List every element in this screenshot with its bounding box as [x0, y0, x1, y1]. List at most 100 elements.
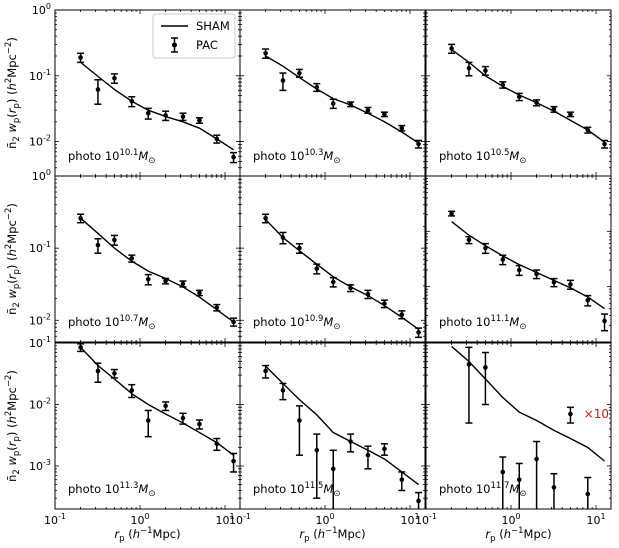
pac-point [534, 100, 539, 106]
legend-pac-marker [172, 42, 177, 48]
pac-point [602, 318, 607, 324]
y-tick-label: 10-2 [29, 397, 51, 412]
pac-point [449, 46, 454, 51]
panel-label: photo 1011.3M⊙ [68, 481, 155, 499]
sham-line [451, 221, 605, 310]
pac-point [365, 107, 371, 113]
sham-line [80, 346, 234, 456]
pac-point [399, 312, 405, 317]
panel-label: photo 1010.7M⊙ [68, 314, 155, 332]
pac-point [163, 113, 168, 118]
pac-point [516, 267, 522, 273]
pac-point [314, 84, 320, 90]
sham-line [80, 217, 234, 323]
pac-point [263, 215, 268, 221]
pac-point [263, 50, 268, 56]
pac-point [95, 368, 101, 374]
pac-point [145, 418, 151, 423]
panel-label: photo 1010.1M⊙ [68, 148, 155, 166]
pac-point [568, 411, 573, 417]
y-axis-label: n̄2 wp(rp) (h2Mpc−2) [4, 370, 22, 482]
legend: SHAM PAC [152, 13, 236, 59]
pac-point [585, 491, 591, 497]
pac-point [534, 456, 539, 462]
sham-line [265, 55, 419, 144]
pac-point [568, 111, 573, 117]
panel-frame [425, 342, 612, 510]
y-tick-label: 100 [32, 168, 51, 183]
pac-point [585, 297, 591, 303]
pac-point [348, 101, 353, 107]
panel-frame [425, 175, 612, 343]
pac-point [129, 256, 135, 261]
pac-point [180, 281, 186, 287]
sham-line [451, 345, 606, 462]
panel-label: photo 1010.9M⊙ [253, 314, 340, 332]
y-tick-label: 100 [32, 2, 51, 17]
pac-point [145, 276, 151, 282]
pac-point [382, 111, 387, 117]
pac-point [365, 452, 371, 458]
pac-point [500, 257, 506, 262]
pac-point [516, 94, 522, 100]
pac-point [500, 82, 506, 88]
y-axis-label: n̄2 wp(rp) (h2Mpc−2) [4, 37, 22, 149]
pac-point [551, 279, 557, 285]
x-tick-label: 101 [400, 512, 419, 527]
pac-point [95, 87, 101, 92]
pac-point [231, 458, 236, 464]
y-tick-label: 10-1 [29, 335, 51, 350]
pac-point [197, 421, 202, 427]
scale-annotation: ×10 [584, 407, 609, 421]
pac-point [280, 235, 286, 240]
x-tick-label: 10-1 [229, 512, 251, 527]
pac-point [95, 242, 101, 248]
pac-point [330, 466, 336, 472]
panel-4: 10-2 10-1 100 photo 1010.7M⊙ [29, 168, 241, 343]
pac-point [348, 285, 353, 291]
pac-point [483, 68, 488, 73]
x-axis-label: rp (h−1Mpc) [485, 526, 551, 544]
pac-point [534, 271, 539, 277]
pac-point [214, 441, 220, 447]
pac-point [466, 362, 472, 367]
pac-point [483, 365, 488, 370]
pac-point [78, 55, 83, 60]
x-axis-label: rp (h−1Mpc) [299, 526, 365, 544]
panel-label: photo 1010.5M⊙ [439, 148, 526, 166]
pac-point [330, 279, 336, 285]
pac-point [399, 125, 405, 131]
pac-point [231, 154, 236, 160]
pac-point [145, 110, 151, 116]
pac-point [483, 245, 488, 251]
pac-point [297, 418, 302, 423]
legend-pac-text: PAC [196, 38, 218, 52]
pac-point [297, 245, 302, 251]
pac-point [112, 75, 117, 81]
pac-point [382, 301, 387, 306]
pac-point [214, 305, 220, 310]
panel-9: 10-1 100 101 photo 1011.7M⊙ ×10 [415, 342, 612, 527]
pac-point [585, 127, 591, 133]
pac-point [416, 498, 421, 504]
pac-point [365, 291, 371, 297]
legend-sham-text: SHAM [196, 19, 230, 33]
pac-point [78, 345, 83, 350]
pac-point [568, 282, 573, 287]
pac-point [231, 319, 236, 325]
panel-label: photo 1011.7M⊙ [439, 481, 526, 499]
pac-point [602, 141, 607, 147]
sham-line [451, 49, 605, 143]
x-tick-label: 100 [501, 512, 520, 527]
y-tick-label: 10-3 [29, 458, 51, 473]
sham-line [265, 218, 419, 330]
pac-point [129, 388, 135, 393]
panels-group: 10-2 10-1 100 photo 1010.1M⊙ photo 1010.3M⊙ p… [4, 2, 612, 544]
sham-line [265, 365, 419, 486]
pac-point [214, 136, 220, 142]
pac-point [348, 439, 353, 444]
panel-frame [239, 342, 426, 510]
x-axis-label: rp (h−1Mpc) [114, 526, 180, 544]
panel-label: photo 1010.3M⊙ [253, 148, 340, 166]
